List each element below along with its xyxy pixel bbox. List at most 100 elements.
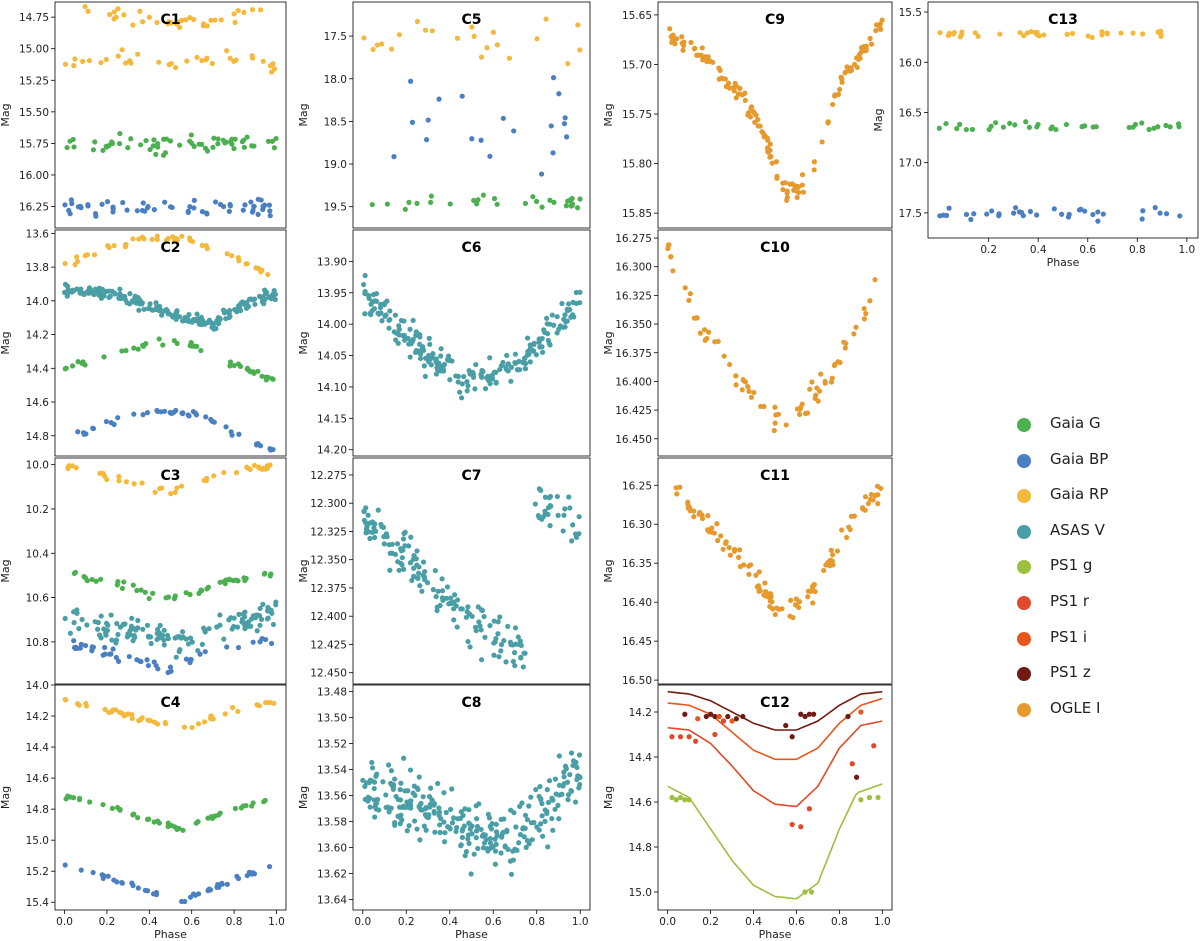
data-point — [73, 465, 79, 471]
data-point — [194, 311, 200, 317]
data-point — [146, 305, 152, 311]
data-point — [768, 591, 774, 597]
data-point — [1130, 30, 1136, 36]
data-point — [454, 624, 460, 630]
data-point — [969, 126, 976, 133]
legend-label: PS1 g — [1050, 556, 1093, 575]
y-tick-label: 16.5 — [899, 107, 922, 119]
data-point — [135, 346, 141, 352]
data-point — [388, 805, 394, 811]
data-point — [739, 92, 746, 98]
data-point — [845, 713, 851, 720]
data-point — [566, 301, 572, 307]
data-point — [774, 173, 780, 179]
data-point — [95, 626, 101, 632]
data-point — [454, 824, 460, 831]
data-point — [81, 574, 87, 580]
data-point — [705, 513, 711, 519]
y-tick-label: 16.325 — [615, 290, 652, 302]
data-point — [252, 301, 258, 307]
data-point — [484, 45, 490, 51]
data-point — [155, 818, 161, 824]
data-point — [408, 341, 414, 347]
data-point — [474, 201, 480, 207]
data-point — [82, 642, 89, 649]
data-point — [473, 835, 479, 841]
legend-label: Gaia RP — [1050, 485, 1109, 504]
y-tick-label: 14.05 — [317, 351, 347, 363]
data-point — [384, 201, 390, 207]
data-point — [151, 659, 157, 665]
data-point — [137, 142, 144, 148]
data-point — [235, 255, 241, 261]
data-point — [140, 412, 146, 418]
data-point — [392, 312, 399, 318]
panel-c11: C11 16.25 16.30 16.35 16.40 16.45 16.50 Mag — [602, 457, 893, 687]
data-point — [131, 345, 137, 351]
data-point — [469, 136, 475, 142]
data-point — [508, 807, 514, 813]
data-point — [455, 379, 461, 385]
data-point — [371, 785, 377, 792]
data-point — [121, 621, 127, 628]
data-point — [398, 547, 405, 553]
data-point — [420, 794, 426, 800]
data-point — [569, 538, 575, 544]
data-point — [163, 595, 169, 601]
data-point — [576, 752, 583, 758]
data-point — [77, 290, 83, 296]
data-point — [185, 208, 191, 214]
data-point — [227, 308, 233, 314]
data-point — [197, 651, 203, 657]
data-point — [487, 381, 493, 387]
panel-title: C6 — [461, 240, 481, 256]
data-point — [677, 794, 684, 801]
data-point — [756, 588, 762, 594]
data-point — [367, 795, 373, 801]
data-point — [877, 25, 883, 31]
data-point — [547, 523, 553, 529]
data-point — [362, 290, 368, 297]
data-point — [261, 799, 267, 805]
data-point — [725, 713, 731, 720]
data-point — [114, 620, 120, 627]
data-point — [249, 803, 255, 809]
data-point — [256, 265, 262, 272]
y-tick-label: 12.300 — [310, 498, 347, 510]
data-point — [264, 616, 271, 622]
data-point — [573, 759, 579, 765]
data-point — [187, 343, 193, 349]
data-point — [241, 301, 247, 307]
data-point — [67, 630, 73, 636]
data-point — [697, 330, 703, 336]
data-point — [123, 347, 129, 354]
data-point — [115, 6, 121, 12]
data-point — [1020, 213, 1026, 219]
legend-label: OGLE I — [1050, 698, 1101, 717]
data-point — [126, 653, 132, 660]
y-tick-label: 13.52 — [317, 739, 347, 751]
data-point — [388, 46, 395, 52]
y-tick-label: 14.0 — [26, 296, 49, 308]
data-point — [971, 211, 977, 217]
data-point — [767, 154, 773, 160]
data-point — [144, 410, 151, 416]
data-point — [514, 847, 520, 853]
data-point — [1059, 211, 1065, 217]
data-point — [198, 587, 204, 593]
data-point — [419, 347, 425, 353]
data-point — [144, 816, 151, 822]
axes-frame — [352, 457, 591, 685]
data-point — [112, 291, 118, 297]
data-point — [435, 367, 441, 373]
data-point — [71, 638, 77, 644]
data-point — [441, 819, 447, 825]
data-point — [721, 353, 727, 359]
data-point — [156, 336, 162, 342]
data-point — [148, 640, 154, 647]
data-point — [828, 547, 834, 553]
data-point — [187, 14, 193, 21]
y-tick-label: 15.50 — [19, 107, 49, 119]
data-point — [239, 616, 246, 622]
data-point — [865, 500, 872, 507]
